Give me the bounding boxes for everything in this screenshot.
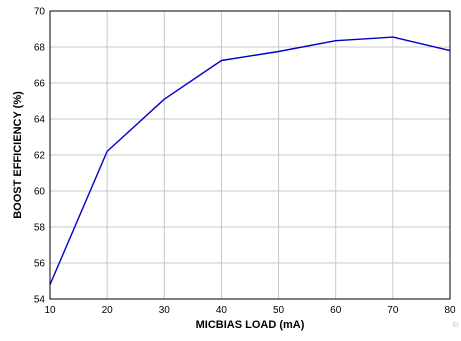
y-tick-label: 66 — [34, 79, 46, 90]
x-tick-label: 50 — [273, 305, 285, 316]
series-layer — [50, 37, 450, 285]
y-tick-label: 68 — [34, 43, 46, 54]
x-tick-label: 40 — [216, 305, 228, 316]
y-tick-label: 54 — [34, 295, 46, 306]
y-tick-label: 70 — [34, 7, 46, 18]
grid — [50, 11, 450, 299]
x-tick-label: 20 — [102, 305, 114, 316]
x-tick-label: 10 — [44, 305, 56, 316]
x-axis-label: MICBIAS LOAD (mA) — [196, 319, 305, 331]
x-tick-label: 30 — [159, 305, 171, 316]
y-tick-label: 64 — [34, 115, 46, 126]
y-tick-label: 62 — [34, 151, 46, 162]
x-tick-label: 80 — [444, 305, 456, 316]
y-tick-label: 60 — [34, 187, 46, 198]
x-tick-label: 70 — [387, 305, 399, 316]
y-axis-label: BOOST EFFICIENCY (%) — [12, 91, 24, 219]
y-tick-label: 58 — [34, 223, 46, 234]
y-tick-label: 56 — [34, 259, 46, 270]
series-line-0 — [50, 37, 450, 285]
corner-footnote: EI — [453, 323, 459, 329]
x-tick-label: 60 — [330, 305, 342, 316]
